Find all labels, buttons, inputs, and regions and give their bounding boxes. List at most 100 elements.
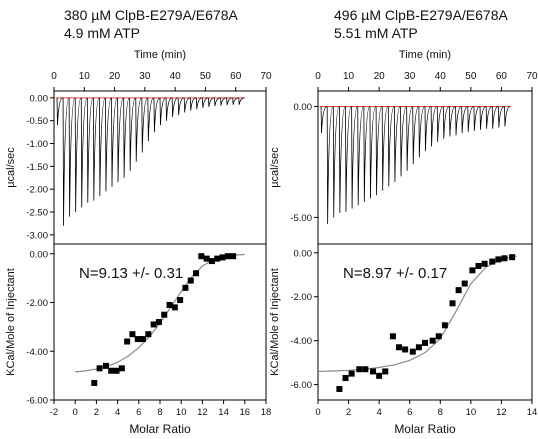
right-bottom-ylabel: KCal/Mole of Injectant [269, 268, 281, 376]
left-bottom-data-point [155, 319, 162, 325]
left-bottom-data-point [219, 254, 226, 261]
left-bottom-xtick-label: 4 [115, 407, 120, 418]
right-bottom-data-point [382, 368, 389, 375]
left-top-injection-peak [177, 97, 185, 116]
left-top-xtick-label: 10 [79, 71, 91, 82]
right-bottom-xtick-label: 10 [466, 407, 477, 418]
left-top-ytick-label: -3.00 [26, 230, 48, 241]
left-top-injection-peak [111, 97, 118, 187]
left-bottom-xtick-label: 14 [218, 407, 229, 418]
right-top-injection-peak [418, 106, 426, 158]
left-top-injection-peak [202, 97, 209, 108]
right-top-injection-peak [406, 106, 413, 171]
left-top-xtick-label: 40 [170, 71, 182, 82]
right-top-injection-peak [357, 106, 364, 206]
left-bottom-data-point [145, 331, 152, 338]
left-top-ytick-label: -2.50 [26, 208, 48, 219]
left-top-xlabel: Time (min) [134, 49, 186, 61]
left-bottom-data-point [230, 253, 237, 260]
right-bottom-data-point [429, 337, 436, 344]
right-bottom-data-point [342, 375, 349, 382]
right-top-xtick-label: 50 [465, 71, 477, 82]
left-top-injection-peak [74, 97, 82, 213]
left-top-injection-peak [147, 97, 154, 142]
right-top-injection-peak [387, 106, 395, 187]
right-top-injection-peak [363, 106, 371, 202]
left-bottom-xtick-label: 10 [176, 407, 187, 418]
left-top-injection-peak [153, 97, 160, 133]
right-top-injection-peak [339, 106, 346, 213]
left-bottom-data-point [187, 277, 194, 284]
right-top-xlabel: Time (min) [399, 49, 451, 61]
left-bottom-data-point [108, 367, 115, 374]
right-bottom-data-point [449, 300, 456, 307]
left-bottom-data-point [102, 362, 109, 369]
left-top-injection-peak [159, 97, 166, 126]
right-bottom-ytick-label: -2.00 [290, 292, 312, 303]
right-top-injection-peak [345, 106, 352, 212]
right-bottom-data-point [422, 339, 428, 346]
right-bottom-data-point [415, 344, 422, 351]
left-bottom-xtick-label: 12 [197, 407, 208, 418]
left-bottom-ytick-label: -6.00 [26, 396, 48, 407]
right-isotherm-panel: 0 2 4 6 8 10 12 14 0.00 -2.00 -4.00 -6.00 Molar Rati… [269, 243, 538, 436]
right-bottom-stoichiometry-annotation: N=8.97 +/- 0.17 [343, 265, 447, 282]
right-bottom-frame [317, 243, 533, 401]
right-top-injection-peak [320, 106, 328, 134]
left-top-injection-peak [226, 97, 233, 106]
left-bottom-ytick-label: -2.00 [26, 298, 48, 309]
right-bottom-data-point [461, 280, 468, 287]
right-bottom-data-point [501, 255, 508, 262]
left-bottom-xtick-label: 2 [94, 407, 99, 418]
left-top-ytick-label: -2.00 [26, 185, 48, 196]
right-title-line2: 5.51 mM ATP [334, 25, 418, 41]
right-bottom-data-point [348, 370, 355, 377]
left-bottom-stoichiometry-annotation: N=9.13 +/- 0.31 [79, 265, 183, 282]
left-bottom-data-point [129, 331, 136, 338]
right-bottom-data-point [409, 348, 416, 355]
right-bottom-data-point [495, 256, 502, 263]
left-top-injection-peak [141, 97, 148, 153]
left-top-xtick-label: 60 [230, 71, 242, 82]
right-top-xtick-label: 0 [315, 71, 321, 82]
left-bottom-data-point [208, 258, 215, 265]
left-bottom-data-point [140, 336, 147, 343]
left-thermogram-panel: 0 10 20 30 40 50 60 70 0.00 -0.50 -1.00 -1.50 -2.00 -… [5, 49, 272, 245]
left-top-injection-peak [171, 97, 178, 118]
left-bottom-ytick-label: 0.00 [30, 249, 49, 260]
right-top-injection-peak [449, 106, 456, 137]
right-bottom-data-point [370, 368, 377, 375]
left-top-injection-peak [80, 97, 88, 208]
left-bottom-xlabel: Molar Ratio [129, 422, 191, 436]
left-bottom-ytick-label: -4.00 [26, 347, 48, 358]
left-bottom-data-point [182, 284, 189, 291]
left-top-injection-peak [135, 97, 142, 162]
left-top-injection-peak [195, 97, 203, 110]
right-top-injection-peak [375, 106, 383, 196]
right-bottom-data-point [509, 254, 516, 261]
right-top-injection-peak [497, 106, 505, 128]
right-top-injection-peak [436, 106, 444, 143]
left-top-ytick-label: -1.50 [26, 162, 48, 173]
left-top-xtick-label: 30 [139, 71, 151, 82]
right-top-xtick-label: 10 [343, 71, 355, 82]
left-bottom-data-point [91, 379, 98, 386]
right-bottom-data-point [435, 333, 442, 340]
right-top-injection-peak [394, 106, 401, 182]
right-top-xtick-label: 40 [435, 71, 447, 82]
left-bottom-data-point [124, 338, 131, 345]
left-bottom-xtick-label: 0 [73, 407, 78, 418]
left-bottom-data-point [177, 297, 184, 304]
right-top-injection-peak [485, 106, 493, 129]
right-top-injection-peak [381, 106, 389, 191]
right-top-injection-peak [504, 106, 511, 127]
right-bottom-data-point [402, 346, 409, 353]
right-bottom-ytick-label: -6.00 [290, 380, 312, 391]
right-bottom-fit-curve [317, 255, 517, 373]
right-top-injection-peak [479, 106, 486, 130]
right-top-injection-peak [455, 106, 462, 136]
left-bottom-data-point [203, 255, 210, 262]
right-bottom-xtick-label: 14 [527, 407, 538, 418]
left-top-injection-peak [232, 97, 239, 105]
left-top-ylabel: µcal/sec [5, 147, 17, 188]
